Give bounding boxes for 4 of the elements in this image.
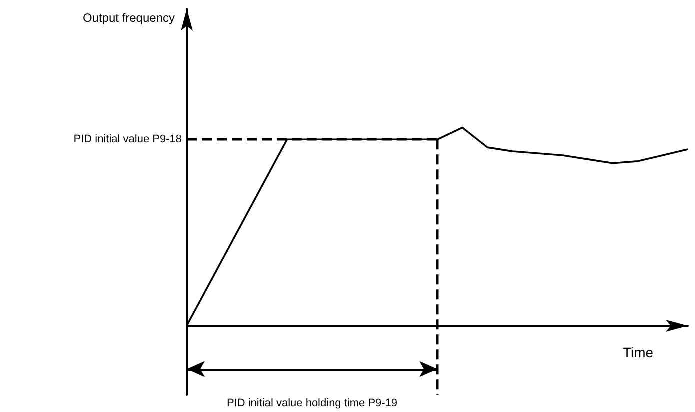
ref-line-label: PID initial value P9-18 xyxy=(74,134,182,146)
text: Output frequency xyxy=(82,11,176,25)
x-axis-title: Time xyxy=(623,344,654,361)
text: PID initial value holding time P9-19 xyxy=(226,398,398,410)
